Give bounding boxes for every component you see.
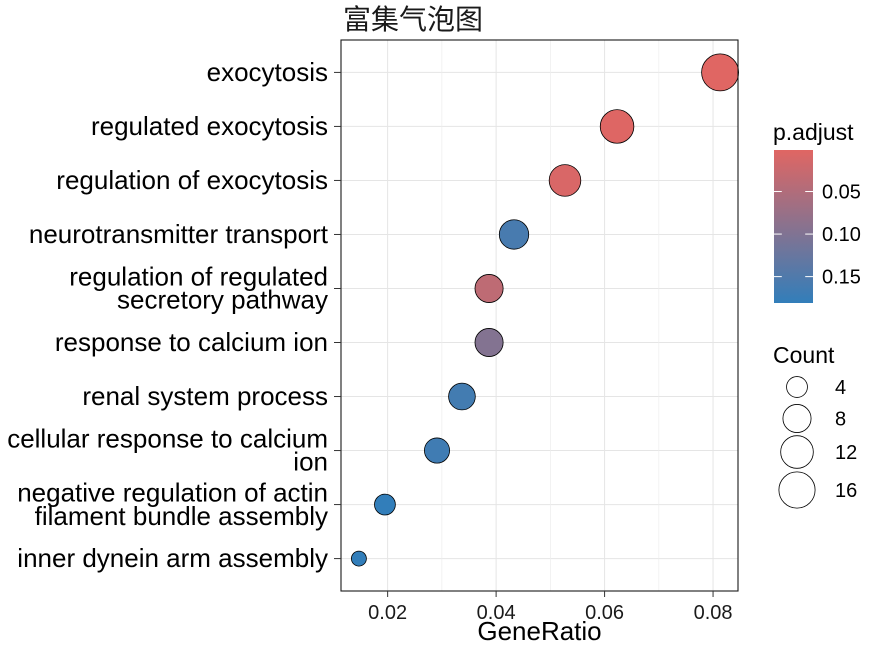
dot-response-to-calcium-ion xyxy=(474,328,504,357)
dot-negative-regulation-of-actin-filament-bundle-assembly xyxy=(374,493,396,516)
dot-inner-dynein-arm-assembly xyxy=(350,550,367,567)
y-tick-label: regulated exocytosis xyxy=(91,111,328,141)
size-legend-keys: 4 8 12 16 xyxy=(778,376,857,509)
dot-regulated-exocytosis xyxy=(599,109,635,144)
size-key-circle xyxy=(786,376,808,398)
chart-title: 富集气泡图 xyxy=(343,3,483,36)
panel-border xyxy=(340,39,739,592)
color-legend-title: p.adjust xyxy=(773,119,854,145)
y-tick-label: negative regulation of actin xyxy=(17,477,328,507)
x-tick-label: 0.02 xyxy=(368,602,407,624)
y-tick-label: response to calcium ion xyxy=(55,327,328,357)
size-key-label: 16 xyxy=(835,480,857,502)
panel-background xyxy=(341,40,738,591)
x-tick-label: 0.04 xyxy=(477,602,516,624)
dot-regulation-of-regulated-secretory-pathway xyxy=(474,274,504,303)
colorbar-label: 0.10 xyxy=(822,224,861,246)
y-tick-label: ion xyxy=(293,447,328,477)
size-legend: Count 4 8 12 16 xyxy=(773,342,857,509)
x-tick-label: 0.06 xyxy=(585,602,624,624)
data-points xyxy=(350,53,740,567)
y-tick-label: cellular response to calcium xyxy=(7,423,328,453)
y-tick-label: inner dynein arm assembly xyxy=(17,543,328,573)
y-tick-label: neurotransmitter transport xyxy=(29,219,329,249)
dot-cellular-response-to-calcium-ion xyxy=(424,437,450,464)
dot-exocytosis xyxy=(701,53,740,92)
colorbar xyxy=(774,150,813,303)
y-tick-label: exocytosis xyxy=(207,57,328,87)
colorbar-breaks: 0.05 0.10 0.15 xyxy=(774,182,861,289)
size-legend-title: Count xyxy=(773,342,835,368)
x-axis: 0.02 0.04 0.06 0.08 xyxy=(368,591,733,624)
y-tick-label: renal system process xyxy=(82,381,328,411)
y-tick-label: filament bundle assembly xyxy=(35,501,328,531)
color-legend: p.adjust 0.05 0.10 0.15 xyxy=(773,119,861,303)
size-key-circle xyxy=(778,471,816,509)
y-axis: exocytosis regulated exocytosis regulation… xyxy=(7,57,341,573)
size-key-label: 8 xyxy=(835,409,846,431)
dot-regulation-of-exocytosis xyxy=(548,164,582,197)
colorbar-label: 0.15 xyxy=(822,267,861,289)
x-tick-label: 0.08 xyxy=(694,602,733,624)
colorbar-label: 0.05 xyxy=(822,182,861,204)
y-tick-label: regulation of exocytosis xyxy=(56,165,328,195)
size-key-circle xyxy=(780,435,814,469)
dot-renal-system-process xyxy=(448,382,476,411)
x-axis-title: GeneRatio xyxy=(477,616,601,646)
size-key-circle xyxy=(782,404,812,433)
size-key-label: 4 xyxy=(835,377,846,399)
y-tick-label: secretory pathway xyxy=(117,285,328,315)
plot-panel xyxy=(340,39,740,592)
size-key-label: 12 xyxy=(835,442,857,464)
y-tick-label: regulation of regulated xyxy=(69,261,328,291)
dot-neurotransmitter-transport xyxy=(498,219,530,250)
